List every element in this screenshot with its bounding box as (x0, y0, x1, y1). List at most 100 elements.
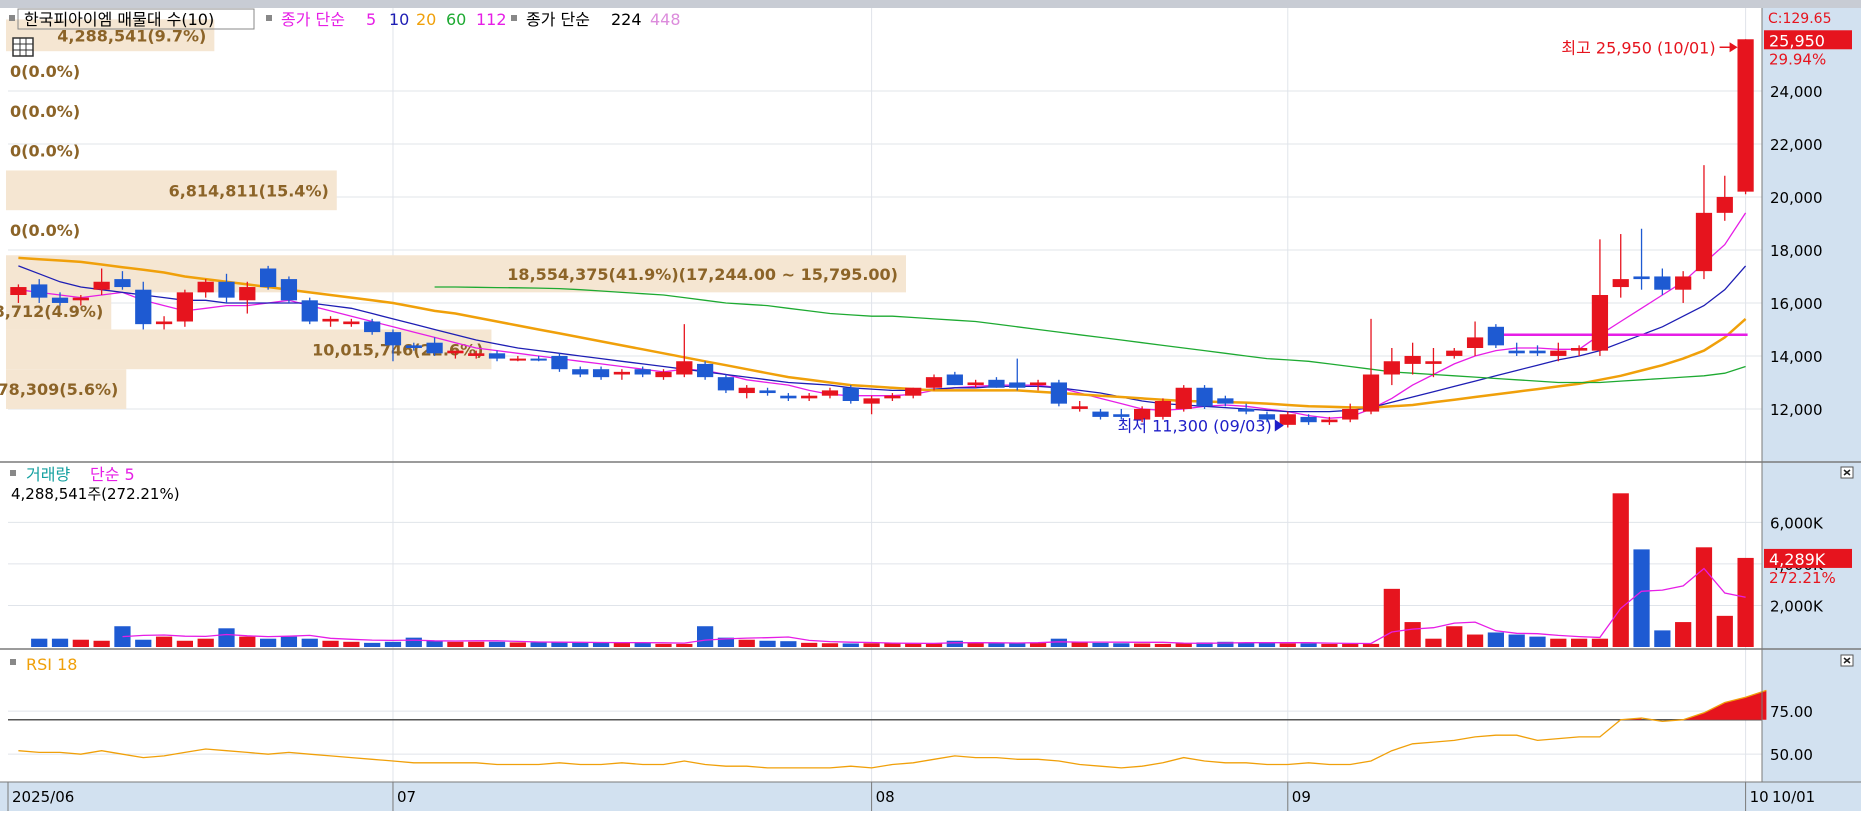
candle (1550, 342, 1567, 362)
grid-icon[interactable] (12, 37, 34, 57)
volume-bar (1154, 643, 1172, 647)
candle (488, 350, 506, 362)
volume-bar (1383, 588, 1400, 647)
time-axis-background (0, 782, 1861, 811)
volume-bar (1404, 622, 1421, 647)
volume-bar (1425, 638, 1442, 647)
candle-body (1571, 348, 1588, 351)
volume-bar (93, 640, 110, 647)
candle-body (613, 371, 630, 375)
candle (1529, 345, 1546, 356)
candle-body (384, 332, 402, 346)
candle (426, 337, 443, 356)
candle-body (322, 318, 339, 322)
candles (10, 39, 1754, 428)
candle-body (1029, 382, 1047, 386)
volume-header: 거래량 단순 5 4,288,541주(272.21%) (10, 465, 180, 503)
candle-body (218, 281, 235, 298)
candle-body (114, 279, 131, 288)
header-legend: 한국피아이엠 매물대 수(10) 종가 단순 5 10 20 60 112 종가… (9, 8, 681, 30)
candle (1342, 403, 1359, 423)
candle (1654, 268, 1671, 295)
volume-bar (447, 641, 464, 647)
volume-bar (488, 641, 506, 647)
candle-body (1279, 414, 1296, 425)
candle (1716, 175, 1733, 221)
candle-body (1550, 350, 1567, 356)
candle (468, 350, 485, 359)
candle (676, 324, 693, 378)
candle-body (821, 390, 839, 396)
candle (1196, 385, 1213, 409)
volume-bar (1217, 641, 1234, 647)
candle (1487, 324, 1504, 348)
candle (655, 369, 672, 380)
volume-bar (218, 628, 235, 647)
volume-bar (239, 636, 256, 647)
candle-body (426, 342, 443, 354)
candle-body (1238, 408, 1255, 412)
volume-bar (405, 637, 422, 647)
ma-legend-20: 20 (416, 10, 436, 29)
candle-body (1716, 196, 1733, 213)
candle (1134, 406, 1151, 423)
candle (114, 271, 131, 290)
candle-body (1196, 387, 1213, 407)
volume-bar (717, 637, 735, 647)
candle-body (1092, 411, 1109, 417)
candle (260, 265, 277, 290)
volume-bar (114, 626, 131, 647)
panel-close-icon[interactable] (1840, 466, 1854, 479)
candle-body (1404, 355, 1421, 364)
candle (697, 361, 714, 380)
legend-bullet (511, 15, 517, 21)
volume-profile-bar (6, 329, 492, 370)
candle (1113, 408, 1130, 420)
volume-bar (31, 638, 48, 647)
candle (301, 297, 318, 325)
candle (530, 355, 547, 362)
volume-bar (1654, 630, 1671, 647)
volume-bar (1050, 638, 1067, 647)
candle (551, 353, 568, 372)
panel-close-icon[interactable] (1840, 654, 1854, 667)
price-tick-label: 14,000 (1770, 348, 1823, 366)
candle (322, 316, 339, 327)
candle-body (1529, 350, 1546, 354)
candle (239, 281, 256, 314)
volume-bar (322, 640, 339, 647)
volume-bar (364, 642, 381, 647)
volume-bar (509, 642, 526, 647)
candle-body (1675, 276, 1692, 290)
candle (1238, 403, 1255, 415)
volume-bar (1238, 642, 1255, 647)
volume-profile-bar (6, 170, 337, 211)
candle (1466, 321, 1484, 356)
time-tick-label: 09 (1292, 788, 1311, 806)
time-tick-label: 10 (1750, 788, 1769, 806)
ma2-legend-label: 종가 단순 (526, 10, 590, 29)
volume-bar (1071, 642, 1088, 647)
candle-body (1321, 419, 1338, 423)
stock-name-box[interactable] (17, 8, 255, 30)
volume-bar (697, 626, 714, 647)
volume-tick-label: 6,000K (1770, 514, 1824, 532)
volume-profile-label: 0(0.0%) (10, 62, 80, 81)
candle (364, 318, 381, 335)
candle-body (1737, 39, 1754, 192)
candle-body (676, 361, 693, 375)
volume-profile-bar (6, 255, 906, 293)
candle-body (1113, 414, 1130, 417)
ma-legend-5: 5 (366, 10, 376, 29)
candle (1591, 239, 1609, 356)
volume-bar (1675, 622, 1692, 647)
candle-body (801, 395, 818, 399)
candle-body (1134, 408, 1151, 420)
volume-bar (821, 643, 839, 647)
price-tick-label: 20,000 (1770, 189, 1823, 207)
volume-bar (1591, 638, 1609, 647)
price-tick-label: 16,000 (1770, 295, 1823, 313)
candle (1092, 408, 1109, 420)
volume-bar (842, 643, 859, 647)
